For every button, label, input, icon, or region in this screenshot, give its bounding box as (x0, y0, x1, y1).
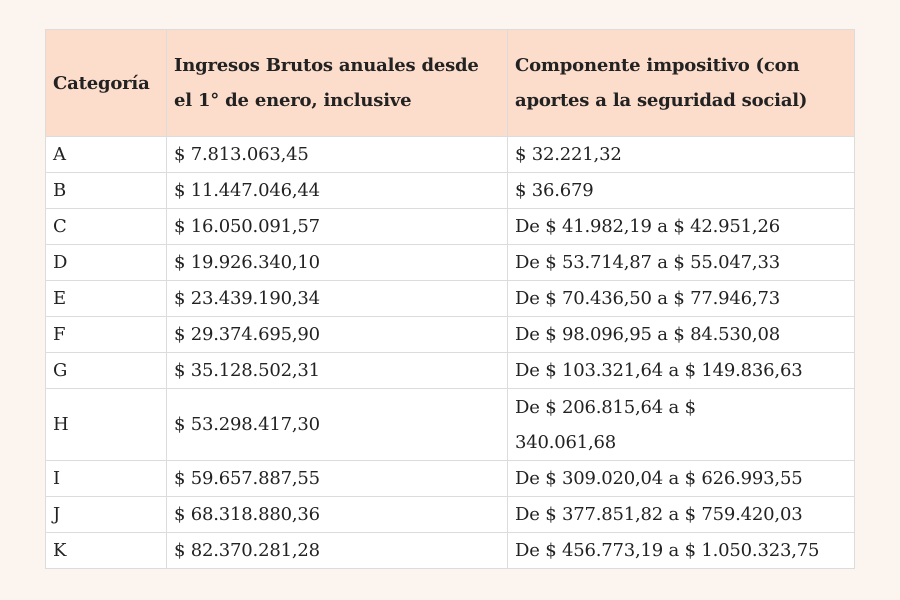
table-row: K $ 82.370.281,28 De $ 456.773,19 a $ 1.… (45, 532, 855, 569)
tax-cell: De $ 98.096,95 a $ 84.530,08 (507, 316, 855, 353)
category-cell: F (45, 316, 167, 353)
header-row: Categoría Ingresos Brutos anuales desde … (45, 29, 855, 137)
category-cell: G (45, 352, 167, 389)
table-row: G $ 35.128.502,31 De $ 103.321,64 a $ 14… (45, 352, 855, 389)
category-cell: J (45, 496, 167, 533)
income-cell: $ 35.128.502,31 (166, 352, 508, 389)
income-cell: $ 68.318.880,36 (166, 496, 508, 533)
tax-cell: De $ 103.321,64 a $ 149.836,63 (507, 352, 855, 389)
category-cell: A (45, 136, 167, 173)
table-row: C $ 16.050.091,57 De $ 41.982,19 a $ 42.… (45, 208, 855, 245)
tax-cell: De $ 53.714,87 a $ 55.047,33 (507, 244, 855, 281)
income-cell: $ 16.050.091,57 (166, 208, 508, 245)
category-cell: C (45, 208, 167, 245)
header-income: Ingresos Brutos anuales desde el 1° de e… (166, 29, 508, 137)
income-cell: $ 23.439.190,34 (166, 280, 508, 317)
table-container: Categoría Ingresos Brutos anuales desde … (45, 29, 855, 569)
category-cell: E (45, 280, 167, 317)
tax-cell: De $ 456.773,19 a $ 1.050.323,75 (507, 532, 855, 569)
tax-cell: De $ 206.815,64 a $ 340.061,68 (507, 388, 855, 461)
categories-table: Categoría Ingresos Brutos anuales desde … (45, 29, 855, 569)
income-cell: $ 7.813.063,45 (166, 136, 508, 173)
tax-cell: De $ 70.436,50 a $ 77.946,73 (507, 280, 855, 317)
income-cell: $ 19.926.340,10 (166, 244, 508, 281)
income-cell: $ 82.370.281,28 (166, 532, 508, 569)
table-row: B $ 11.447.046,44 $ 36.679 (45, 172, 855, 209)
table-row: I $ 59.657.887,55 De $ 309.020,04 a $ 62… (45, 460, 855, 497)
category-cell: I (45, 460, 167, 497)
tax-cell: De $ 41.982,19 a $ 42.951,26 (507, 208, 855, 245)
table-row: E $ 23.439.190,34 De $ 70.436,50 a $ 77.… (45, 280, 855, 317)
table-row: F $ 29.374.695,90 De $ 98.096,95 a $ 84.… (45, 316, 855, 353)
income-cell: $ 29.374.695,90 (166, 316, 508, 353)
income-cell: $ 11.447.046,44 (166, 172, 508, 209)
table-row: J $ 68.318.880,36 De $ 377.851,82 a $ 75… (45, 496, 855, 533)
category-cell: H (45, 388, 167, 461)
table-row: D $ 19.926.340,10 De $ 53.714,87 a $ 55.… (45, 244, 855, 281)
header-category: Categoría (45, 29, 167, 137)
tax-cell: $ 32.221,32 (507, 136, 855, 173)
tax-cell: De $ 309.020,04 a $ 626.993,55 (507, 460, 855, 497)
table-row: H $ 53.298.417,30 De $ 206.815,64 a $ 34… (45, 388, 855, 461)
income-cell: $ 53.298.417,30 (166, 388, 508, 461)
category-cell: B (45, 172, 167, 209)
tax-cell: De $ 377.851,82 a $ 759.420,03 (507, 496, 855, 533)
header-tax: Componente impositivo (con aportes a la … (507, 29, 855, 137)
category-cell: D (45, 244, 167, 281)
category-cell: K (45, 532, 167, 569)
income-cell: $ 59.657.887,55 (166, 460, 508, 497)
tax-cell: $ 36.679 (507, 172, 855, 209)
table-row: A $ 7.813.063,45 $ 32.221,32 (45, 136, 855, 173)
